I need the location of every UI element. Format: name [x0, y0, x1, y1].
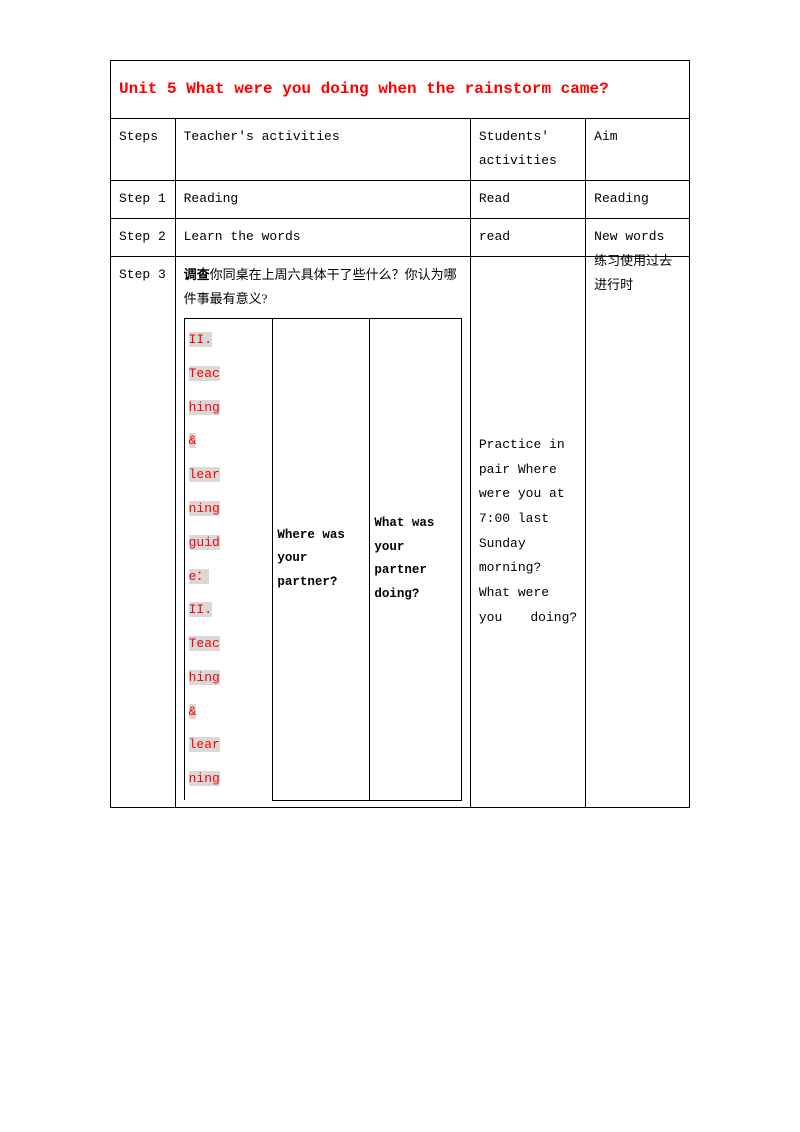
teaching-guide-text: II. [189, 332, 212, 347]
step-2-label: Step 2 [111, 218, 176, 256]
step-3-label: Step 3 [111, 256, 176, 807]
header-students: Students' activities [470, 118, 585, 180]
survey-bold: 调查 [184, 267, 210, 282]
header-steps: Steps [111, 118, 176, 180]
step-3-teacher: 调查你同桌在上周六具体干了些什么？你认为哪件事最有意义? II. Teac hi… [175, 256, 470, 807]
step-1-row: Step 1 Reading Read Reading [111, 181, 690, 219]
survey-rest: 你同桌在上周六具体干了些什么？你认为哪件事最有意义? [184, 267, 457, 307]
step-2-students: read [470, 218, 585, 256]
survey-instruction: 调查你同桌在上周六具体干了些什么？你认为哪件事最有意义? [184, 263, 462, 312]
step-1-teacher: Reading [175, 181, 470, 219]
step-2-teacher: Learn the words [175, 218, 470, 256]
what-partner-doing-header: What was your partner doing? [370, 318, 462, 800]
step-1-aim: Reading [586, 181, 690, 219]
where-partner-header: Where was your partner? [273, 318, 370, 800]
step-3-students: Practice in pair Where were you at 7:00 … [470, 256, 585, 807]
teaching-guide-cell: II. Teac hing & lear ning guid e： II. Te… [184, 318, 273, 800]
header-aim: Aim [586, 118, 690, 180]
header-teacher: Teacher's activities [175, 118, 470, 180]
partner-survey-table: II. Teac hing & lear ning guid e： II. Te… [184, 318, 462, 801]
lesson-plan-table: Unit 5 What were you doing when the rain… [110, 60, 690, 808]
header-row: Steps Teacher's activities Students' act… [111, 118, 690, 180]
step-1-label: Step 1 [111, 181, 176, 219]
step-3-row: Step 3 调查你同桌在上周六具体干了些什么？你认为哪件事最有意义? II. … [111, 256, 690, 807]
step-1-students: Read [470, 181, 585, 219]
unit-title: Unit 5 What were you doing when the rain… [111, 61, 690, 119]
step-3-aim: 练习使用过去进行时 [586, 256, 690, 807]
